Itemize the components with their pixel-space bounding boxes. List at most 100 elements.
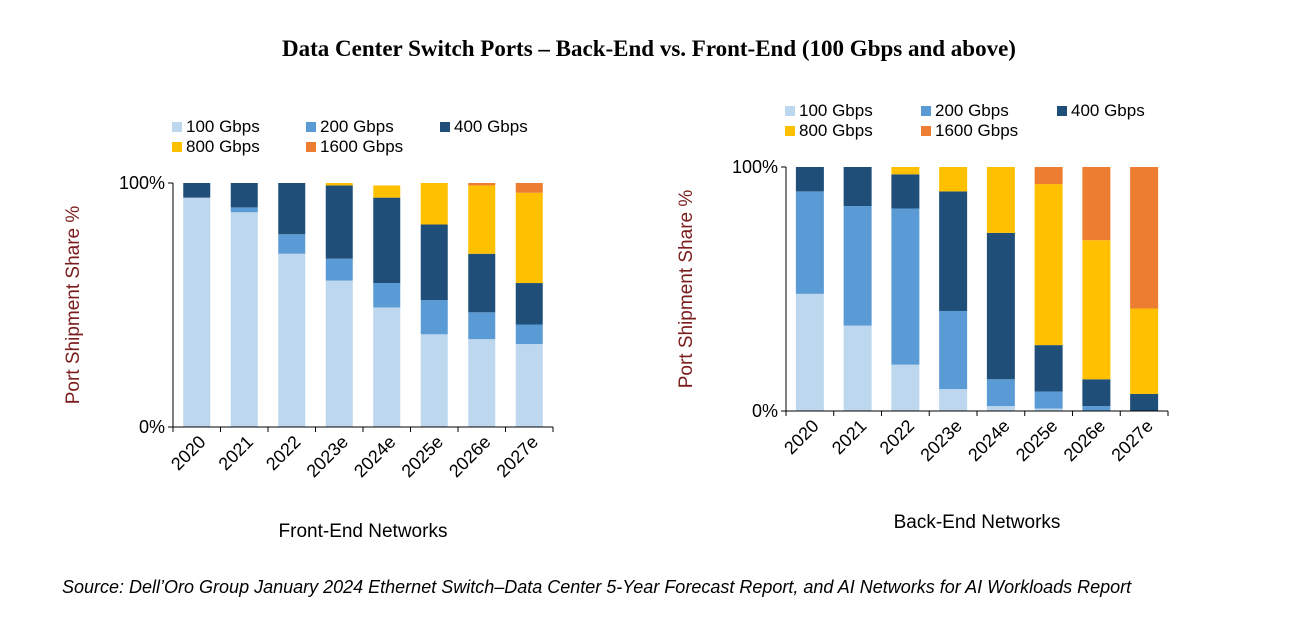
x-tick-label-2020: 2020 — [780, 416, 822, 458]
chart-0-group: 100 Gbps 200 Gbps 400 Gbps 800 Gbps 1600 Gbp… — [63, 117, 554, 542]
legend-label-3: 800 Gbps — [799, 121, 873, 140]
bar-2026e-100-gbps — [468, 339, 496, 427]
legend-label-0: 100 Gbps — [799, 101, 873, 120]
bar-2025e-200-gbps — [420, 300, 448, 335]
y-tick-label-max: 100% — [119, 173, 165, 193]
bar-2027e-1600-gbps — [1130, 167, 1159, 309]
x-tick-label-2025e: 2025e — [1012, 416, 1062, 466]
bar-2022-200-gbps — [278, 234, 306, 254]
bar-2023e-100-gbps — [939, 389, 968, 411]
legend-label-4: 1600 Gbps — [935, 121, 1018, 140]
bar-2024e-400-gbps — [986, 232, 1015, 380]
bar-2027e-800-gbps — [515, 192, 543, 284]
bar-2027e-100-gbps — [515, 344, 543, 427]
bar-2023e-400-gbps — [325, 185, 353, 259]
bar-2023e-100-gbps — [325, 280, 353, 427]
bar-2020-200-gbps — [795, 191, 824, 294]
bar-2026e-400-gbps — [468, 253, 496, 313]
legend-label-1: 200 Gbps — [320, 117, 394, 136]
bar-2026e-800-gbps — [468, 185, 496, 254]
bar-2024e-800-gbps — [373, 185, 401, 198]
page-title: Data Center Switch Ports – Back-End vs. … — [282, 36, 1016, 61]
bar-2023e-800-gbps — [939, 167, 968, 192]
source-note: Source: Dell’Oro Group January 2024 Ethe… — [62, 577, 1132, 597]
x-axis-label: Back-End Networks — [894, 512, 1061, 533]
legend-label-3: 800 Gbps — [186, 137, 260, 156]
bar-2021-200-gbps — [843, 206, 872, 326]
bar-2026e-400-gbps — [1082, 379, 1111, 407]
x-tick-label-2026e: 2026e — [1060, 416, 1110, 466]
bar-2026e-1600-gbps — [1082, 167, 1111, 241]
y-axis-label: Port Shipment Share % — [63, 206, 84, 405]
x-tick-label-2022: 2022 — [876, 416, 918, 458]
bar-2020-100-gbps — [795, 293, 824, 411]
legend-label-0: 100 Gbps — [186, 117, 260, 136]
legend-label-4: 1600 Gbps — [320, 137, 403, 156]
legend-swatch-1 — [306, 122, 316, 132]
bar-2021-200-gbps — [230, 207, 258, 213]
bar-2023e-800-gbps — [325, 183, 353, 186]
chart-1-group: 100 Gbps 200 Gbps 400 Gbps 800 Gbps 1600 Gbp… — [676, 101, 1169, 533]
x-tick-label-2024e: 2024e — [964, 416, 1014, 466]
x-tick-label-2023e: 2023e — [916, 416, 966, 466]
legend-label-1: 200 Gbps — [935, 101, 1009, 120]
legend-swatch-0 — [172, 122, 182, 132]
bar-2024e-400-gbps — [373, 197, 401, 284]
legend-swatch-3 — [785, 126, 795, 136]
bar-2025e-400-gbps — [1034, 345, 1063, 392]
bar-2022-400-gbps — [278, 183, 306, 235]
bar-2024e-100-gbps — [986, 406, 1015, 411]
bar-2022-100-gbps — [278, 253, 306, 427]
legend-swatch-0 — [785, 106, 795, 116]
legend-label-2: 400 Gbps — [454, 117, 528, 136]
back-end-chart: 100 Gbps 200 Gbps 400 Gbps 800 Gbps 1600 Gbp… — [676, 101, 1169, 533]
bar-2025e-800-gbps — [1034, 184, 1063, 346]
bar-2026e-800-gbps — [1082, 240, 1111, 380]
bar-2024e-800-gbps — [986, 167, 1015, 233]
legend-swatch-1 — [921, 106, 931, 116]
bar-2020-400-gbps — [183, 183, 211, 198]
x-axis-label: Front-End Networks — [279, 521, 448, 542]
legend-swatch-2 — [1057, 106, 1067, 116]
front-end-chart: 100 Gbps 200 Gbps 400 Gbps 800 Gbps 1600 Gbp… — [63, 117, 554, 542]
bar-2025e-800-gbps — [420, 183, 448, 225]
bar-2020-100-gbps — [183, 197, 211, 427]
bar-2027e-800-gbps — [1130, 308, 1159, 394]
bar-2025e-1600-gbps — [1034, 167, 1063, 185]
y-tick-label-max: 100% — [732, 157, 778, 177]
bar-2022-800-gbps — [891, 167, 920, 175]
bar-2022-100-gbps — [891, 364, 920, 411]
bar-2021-400-gbps — [843, 167, 872, 207]
bar-2020-400-gbps — [795, 167, 824, 192]
bar-2025e-200-gbps — [1034, 391, 1063, 409]
bar-2021-100-gbps — [230, 212, 258, 427]
bar-2024e-200-gbps — [373, 283, 401, 308]
bar-2022-200-gbps — [891, 208, 920, 365]
legend-swatch-4 — [306, 142, 316, 152]
legend-swatch-3 — [172, 142, 182, 152]
x-tick-label-2027e: 2027e — [1107, 416, 1157, 466]
bar-2024e-200-gbps — [986, 379, 1015, 407]
legend-label-2: 400 Gbps — [1071, 101, 1145, 120]
bar-2027e-200-gbps — [515, 324, 543, 345]
bar-2026e-200-gbps — [1082, 406, 1111, 411]
legend-swatch-4 — [921, 126, 931, 136]
legend-swatch-2 — [440, 122, 450, 132]
bar-2027e-400-gbps — [515, 283, 543, 325]
bar-2022-400-gbps — [891, 174, 920, 209]
bar-2023e-200-gbps — [939, 310, 968, 390]
bar-2021-400-gbps — [230, 183, 258, 208]
y-tick-label-min: 0% — [139, 417, 165, 437]
bar-2026e-1600-gbps — [468, 183, 496, 186]
bar-2025e-400-gbps — [420, 224, 448, 301]
bar-2021-100-gbps — [843, 325, 872, 411]
bar-2027e-1600-gbps — [515, 183, 543, 193]
bar-2025e-100-gbps — [420, 334, 448, 427]
bar-2023e-200-gbps — [325, 258, 353, 281]
y-tick-label-min: 0% — [752, 401, 778, 421]
y-axis-label: Port Shipment Share % — [676, 190, 697, 389]
bar-2027e-400-gbps — [1130, 393, 1159, 411]
bar-2026e-200-gbps — [468, 312, 496, 340]
x-tick-label-2021: 2021 — [828, 416, 870, 458]
bar-2024e-100-gbps — [373, 307, 401, 427]
